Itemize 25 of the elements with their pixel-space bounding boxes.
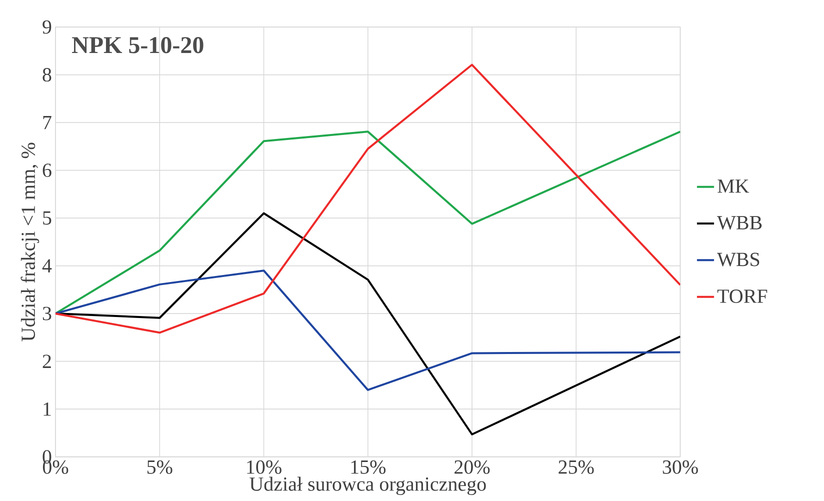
y-tick-label: 3 — [42, 306, 52, 320]
legend-label: WBS — [717, 252, 760, 266]
y-tick-label: 1 — [44, 402, 51, 416]
y-tick-label: 7 — [43, 116, 52, 130]
line-series — [56, 130, 680, 315]
x-axis-title: Udział surowca organicznego — [250, 476, 486, 496]
x-tick-label: 15% — [351, 460, 386, 474]
y-tick-label: 9 — [42, 20, 52, 34]
legend-label: MK — [718, 180, 750, 193]
y-tick-label: 2 — [42, 354, 51, 368]
y-tick-label: 8 — [42, 68, 52, 82]
x-tick-label: 25% — [558, 460, 594, 474]
line-series — [56, 64, 680, 334]
y-tick-label: 4 — [42, 259, 52, 272]
x-tick-label: 10% — [247, 460, 282, 474]
legend-label: TORF — [717, 290, 768, 304]
legend-label: WBB — [717, 216, 762, 230]
chart-title: NPK 5-10-20 — [72, 37, 204, 54]
x-tick-label: 30% — [662, 460, 698, 474]
line-series — [56, 270, 680, 391]
y-axis-title: Udział frakcji <1 mm, % — [20, 142, 40, 342]
x-tick-label: 20% — [454, 460, 490, 474]
y-tick-label: 5 — [43, 211, 52, 225]
y-tick-label: 6 — [42, 164, 52, 178]
x-tick-label: 5% — [147, 460, 172, 474]
